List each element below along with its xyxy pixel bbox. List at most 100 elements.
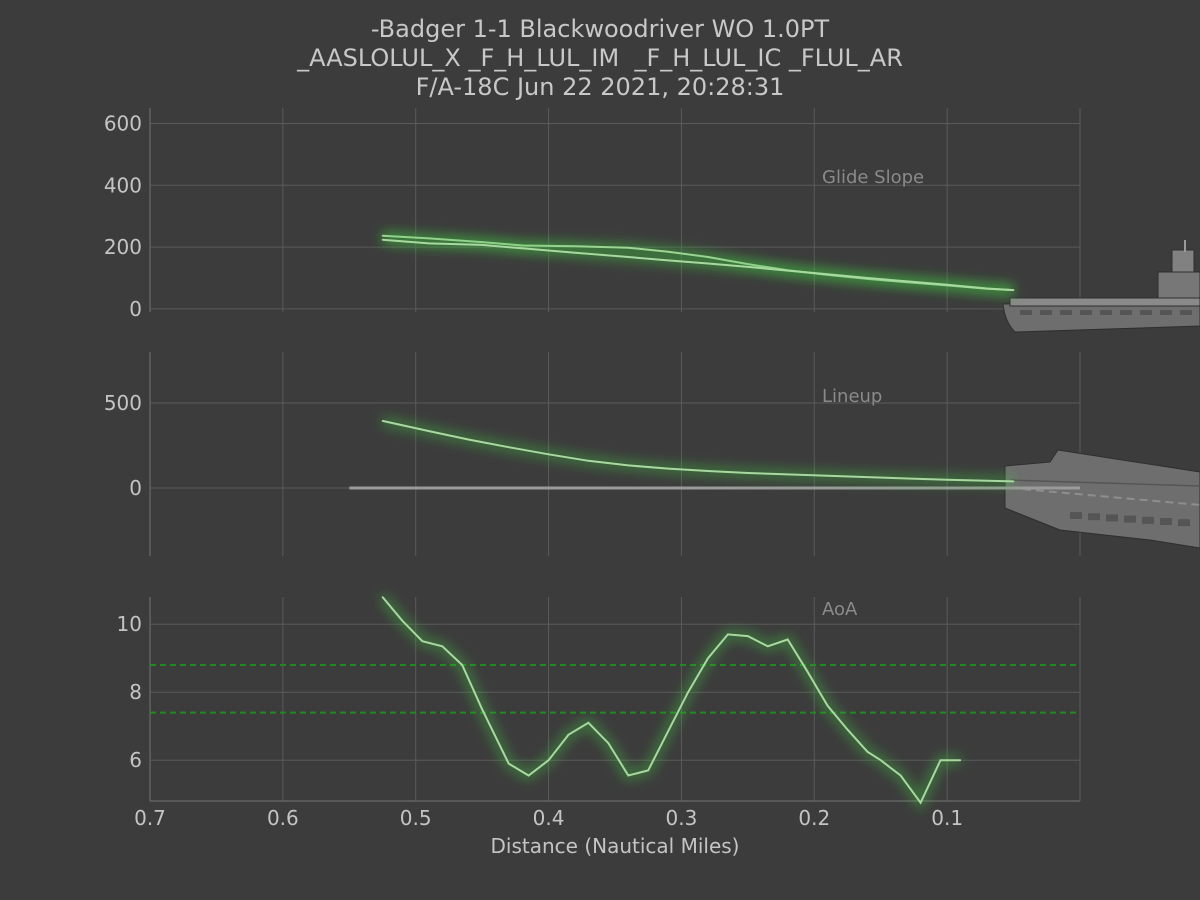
data-point bbox=[747, 472, 749, 474]
data-point bbox=[786, 269, 789, 272]
y-tick-label: 6 bbox=[129, 748, 142, 772]
carrier-top-view-image bbox=[1004, 449, 1200, 549]
data-point bbox=[507, 762, 510, 765]
data-point bbox=[959, 759, 962, 761]
carrier-detail bbox=[1070, 512, 1082, 519]
data-point bbox=[766, 645, 769, 648]
data-point bbox=[747, 266, 749, 268]
y-tick-label: 8 bbox=[129, 680, 142, 704]
data-point bbox=[574, 245, 576, 247]
panel-label: AoA bbox=[822, 599, 858, 620]
data-point bbox=[527, 774, 530, 777]
data-point bbox=[428, 237, 430, 240]
data-point bbox=[381, 420, 384, 422]
carrier-deck bbox=[1009, 297, 1200, 307]
data-point bbox=[481, 244, 483, 246]
data-point bbox=[627, 256, 630, 258]
data-point bbox=[574, 251, 576, 254]
chart-title-line-1: -Badger 1-1 Blackwoodriver WO 1.0PT bbox=[370, 15, 830, 43]
carrier-detail bbox=[1100, 310, 1112, 315]
data-point bbox=[946, 284, 948, 286]
data-point bbox=[906, 477, 909, 480]
data-point bbox=[1012, 289, 1015, 291]
carrier-detail bbox=[1142, 516, 1154, 524]
carrier-detail bbox=[1060, 310, 1072, 315]
data-point bbox=[946, 478, 948, 481]
carrier-detail bbox=[1160, 310, 1172, 315]
data-point bbox=[401, 620, 404, 622]
carrier-detail bbox=[1180, 310, 1192, 315]
data-point bbox=[826, 474, 829, 477]
carrier-detail bbox=[1160, 518, 1172, 525]
data-point bbox=[866, 476, 869, 478]
chart-title-line-2: _AASLOLUL_X _F_H_LUL_IM _F_H_LUL_IC _FLU… bbox=[297, 44, 903, 72]
carrier-deck-line bbox=[1009, 487, 1200, 506]
data-point bbox=[547, 453, 550, 456]
data-point bbox=[707, 470, 709, 472]
x-tick-label: 0.3 bbox=[666, 806, 698, 830]
data-point bbox=[667, 259, 669, 262]
y-tick-label: 200 bbox=[104, 235, 142, 259]
data-point bbox=[567, 733, 570, 736]
carrier-detail bbox=[1120, 310, 1132, 315]
carrier-detail bbox=[1124, 515, 1136, 523]
x-tick-label: 0.7 bbox=[134, 806, 166, 830]
data-point bbox=[826, 705, 829, 707]
data-point bbox=[879, 759, 882, 761]
data-point bbox=[707, 657, 709, 659]
x-tick-label: 0.6 bbox=[267, 806, 299, 830]
data-point bbox=[667, 250, 669, 253]
data-point bbox=[507, 446, 510, 449]
data-point bbox=[587, 722, 590, 724]
data-point bbox=[786, 638, 789, 641]
panel-label: Lineup bbox=[822, 386, 882, 407]
carrier-side-view-image bbox=[1002, 240, 1200, 333]
chart-title-line-3: F/A-18C Jun 22 2021, 20:28:31 bbox=[415, 73, 785, 101]
data-point bbox=[627, 464, 630, 467]
data-point bbox=[647, 769, 650, 772]
data-point bbox=[826, 273, 829, 276]
data-point bbox=[667, 467, 669, 470]
x-tick-label: 0.2 bbox=[798, 806, 830, 830]
carrier-detail bbox=[1140, 310, 1152, 315]
y-tick-label: 400 bbox=[104, 173, 142, 197]
data-point bbox=[1012, 480, 1015, 483]
carrier-detail bbox=[1080, 310, 1092, 315]
carrier-flight-deck bbox=[1004, 449, 1200, 549]
series-glow bbox=[379, 594, 961, 811]
data-point bbox=[866, 277, 869, 279]
data-point bbox=[587, 460, 590, 462]
series-line bbox=[382, 238, 1014, 292]
data-point bbox=[428, 430, 430, 432]
data-point bbox=[727, 633, 729, 636]
y-tick-label: 0 bbox=[129, 476, 142, 500]
data-point bbox=[986, 479, 988, 482]
carrier-detail bbox=[1178, 519, 1190, 527]
data-point bbox=[906, 280, 909, 283]
x-tick-label: 0.1 bbox=[931, 806, 963, 830]
y-tick-label: 500 bbox=[104, 391, 142, 415]
data-point bbox=[866, 750, 869, 753]
data-point bbox=[521, 247, 523, 250]
x-tick-label: 0.4 bbox=[533, 806, 565, 830]
data-point bbox=[494, 735, 497, 738]
series-glow bbox=[381, 416, 1014, 486]
series-line bbox=[381, 596, 961, 805]
data-point bbox=[547, 759, 550, 761]
data-point bbox=[607, 742, 610, 744]
data-point bbox=[381, 596, 384, 598]
carrier-detail bbox=[1020, 310, 1032, 315]
data-point bbox=[461, 664, 464, 666]
data-point bbox=[899, 774, 902, 777]
x-axis-label: Distance (Nautical Miles) bbox=[491, 834, 740, 858]
carrier-tower bbox=[1171, 249, 1195, 273]
x-tick-label: 0.5 bbox=[400, 806, 432, 830]
carrier-detail bbox=[1106, 514, 1118, 522]
data-point bbox=[627, 774, 630, 777]
data-point bbox=[468, 438, 470, 441]
data-point bbox=[428, 242, 430, 245]
data-point bbox=[939, 759, 942, 761]
data-point bbox=[806, 671, 809, 673]
data-point bbox=[667, 730, 669, 733]
data-point bbox=[481, 708, 483, 710]
